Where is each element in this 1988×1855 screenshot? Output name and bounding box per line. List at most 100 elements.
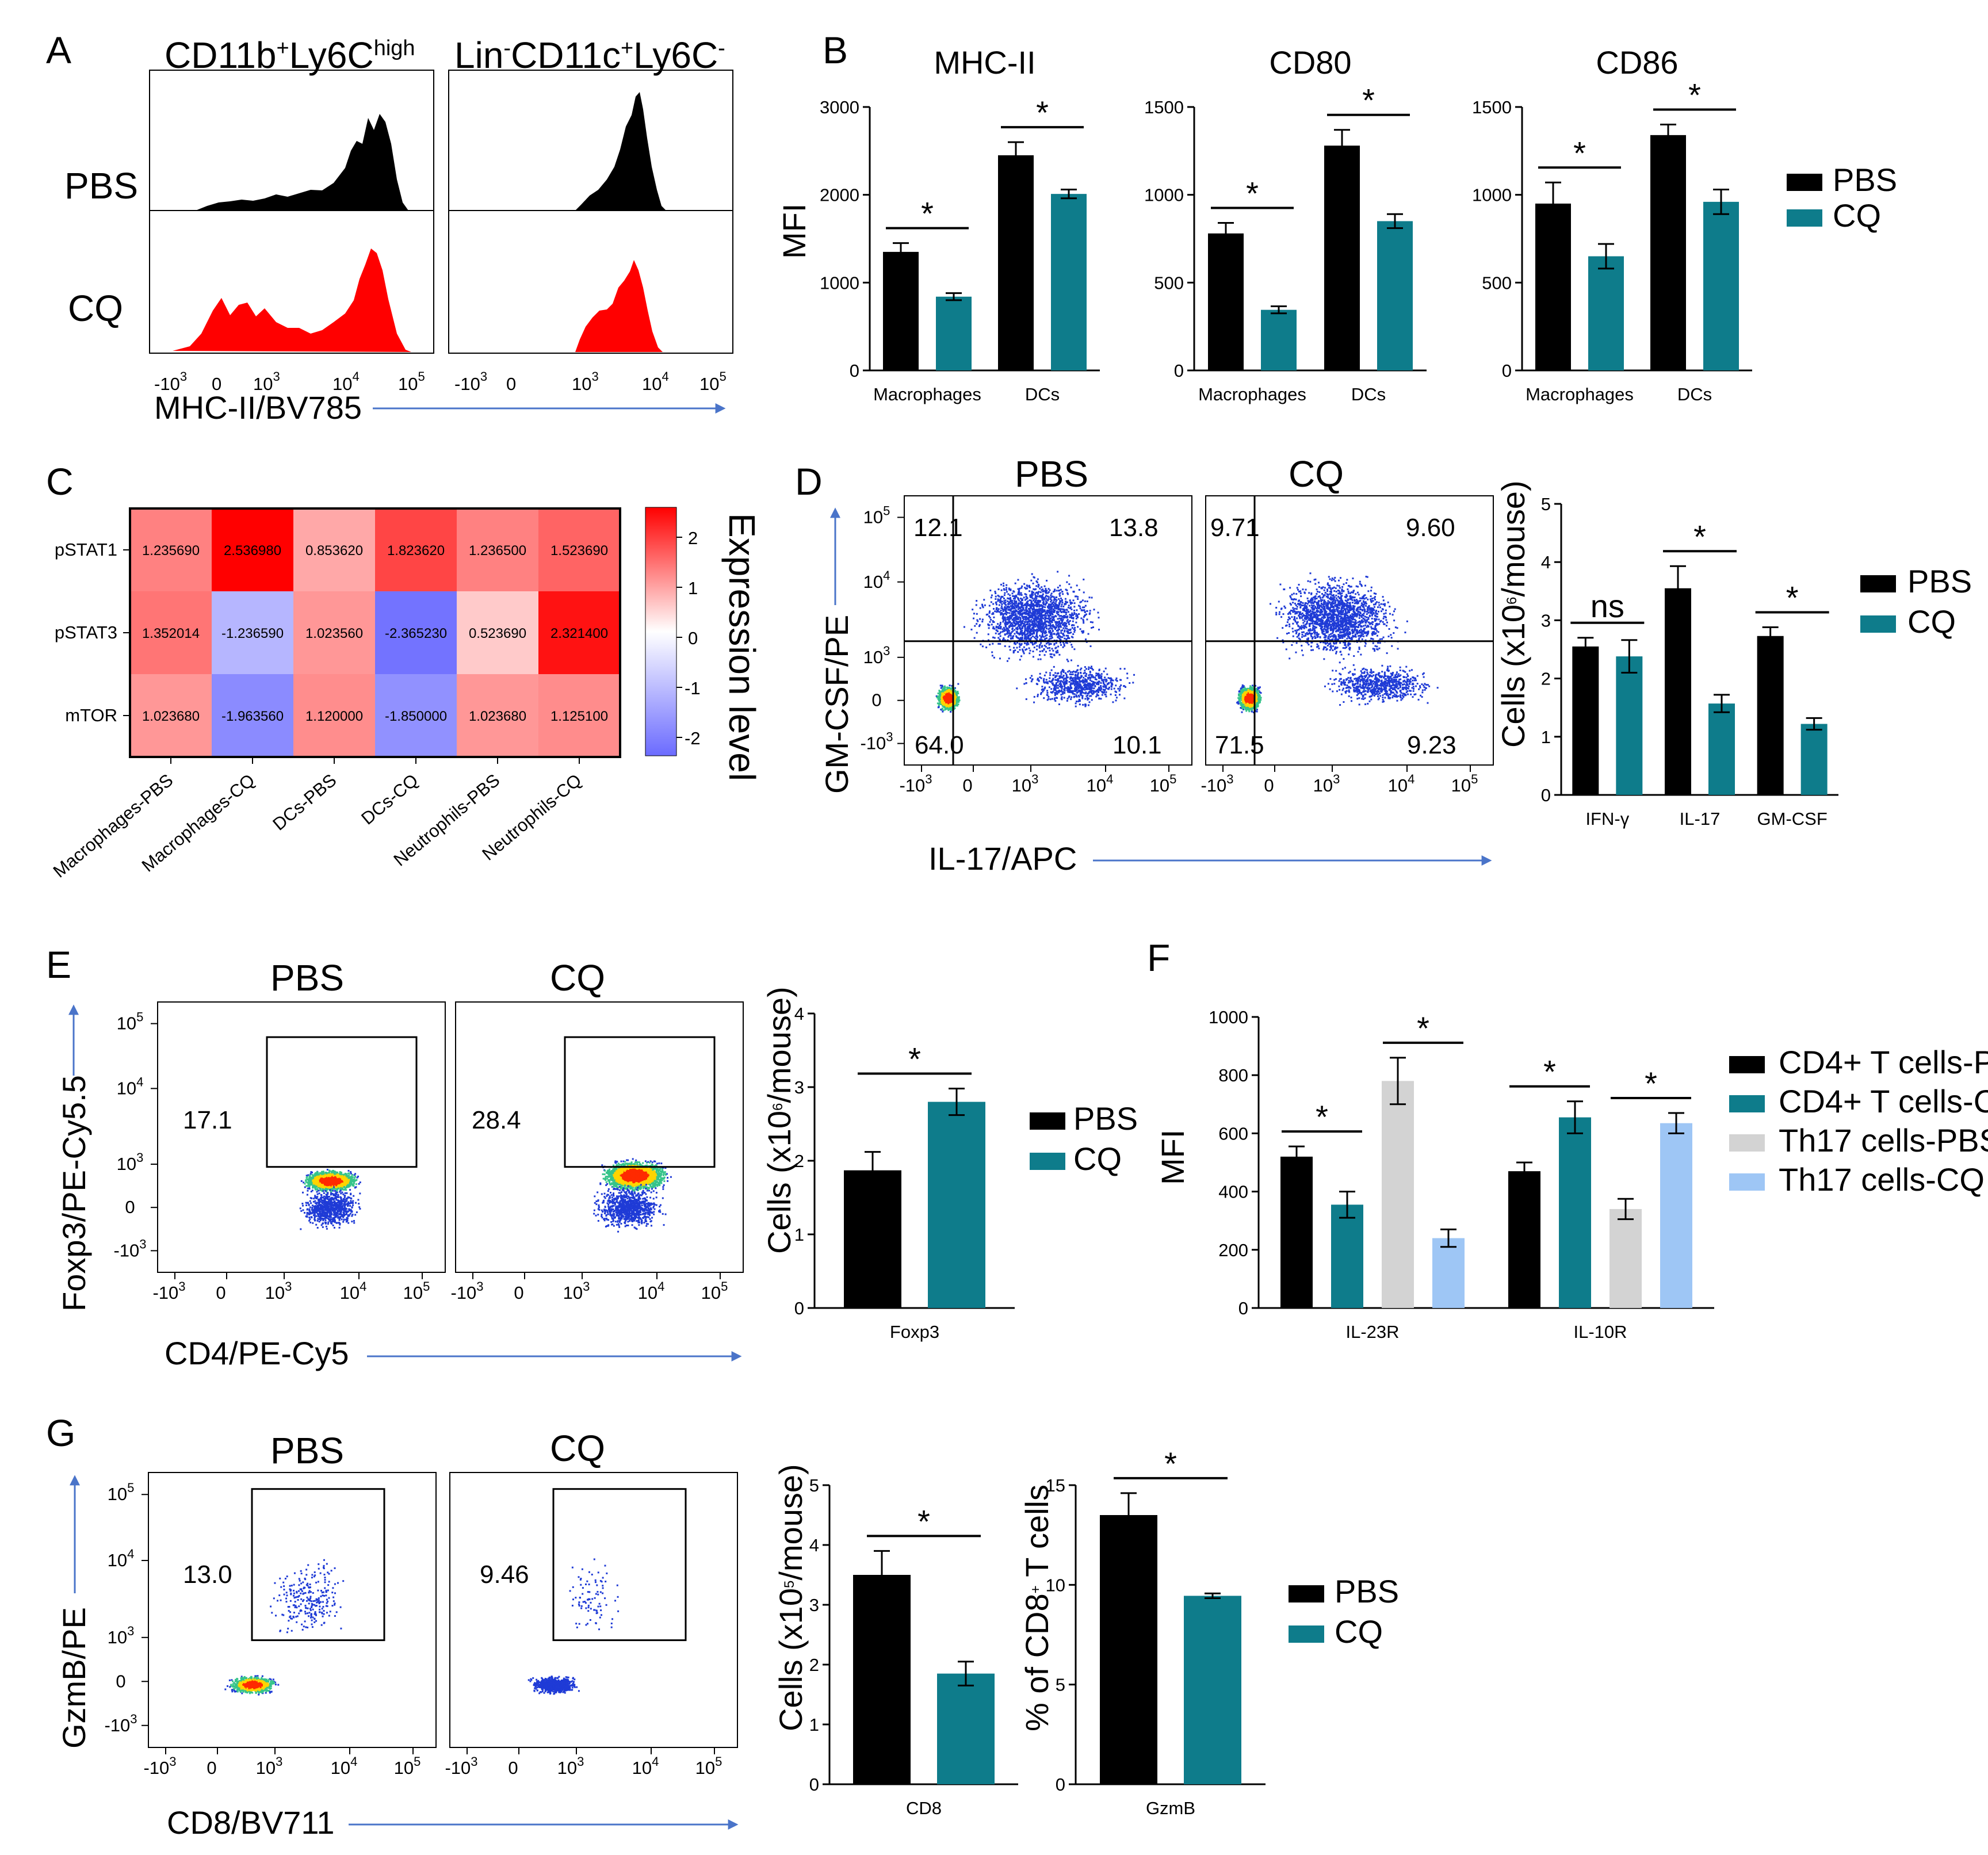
event-dot: [1088, 596, 1091, 599]
tick-label: 104: [642, 369, 669, 394]
event-dot: [1010, 601, 1012, 603]
event-dot: [1033, 618, 1035, 621]
panel-a-xaxis-label: MHC-II/BV785: [154, 389, 362, 426]
event-dot: [1045, 600, 1047, 602]
event-dot: [1029, 649, 1031, 652]
event-dot: [947, 697, 949, 699]
event-dot: [1098, 629, 1100, 631]
event-dot: [951, 708, 953, 710]
event-dot: [1113, 687, 1115, 690]
event-dot: [1055, 647, 1057, 649]
event-dot: [1037, 678, 1039, 680]
event-dot: [1073, 684, 1076, 686]
event-dot: [1098, 688, 1100, 690]
event-dot: [1058, 675, 1061, 678]
event-dot: [1042, 617, 1045, 619]
heatmap-cell: [130, 508, 212, 591]
event-dot: [1085, 638, 1087, 641]
event-dot: [1091, 621, 1094, 624]
event-dot: [1047, 621, 1050, 624]
event-dot: [1039, 608, 1041, 610]
event-dot: [1009, 609, 1011, 611]
event-dot: [1049, 674, 1052, 676]
event-dot: [1041, 650, 1043, 652]
event-dot: [1049, 622, 1052, 625]
event-dot: [1070, 586, 1072, 588]
event-dot: [993, 616, 995, 618]
event-dot: [1023, 623, 1025, 625]
event-dot: [1002, 621, 1004, 623]
event-dot: [1047, 611, 1049, 613]
event-dot: [1057, 571, 1059, 573]
event-dot: [1080, 690, 1082, 692]
heatmap-value: -1.236590: [221, 626, 284, 641]
event-dot: [1077, 664, 1079, 667]
event-dot: [1058, 628, 1061, 630]
event-dot: [1011, 627, 1014, 629]
event-dot: [1063, 622, 1065, 624]
event-dot: [1057, 611, 1060, 613]
event-dot: [1027, 636, 1030, 638]
event-dot: [999, 642, 1001, 645]
heatmap-value: 2.321400: [550, 626, 608, 641]
event-dot: [1066, 593, 1069, 595]
event-dot: [1081, 599, 1084, 602]
tick-label: 105: [398, 369, 425, 394]
event-dot: [1017, 598, 1019, 601]
event-dot: [1114, 690, 1117, 693]
event-dot: [1016, 604, 1018, 606]
event-dot: [1031, 608, 1034, 610]
event-dot: [992, 642, 994, 645]
event-dot: [1068, 575, 1071, 577]
event-dot: [1057, 645, 1060, 648]
event-dot: [1103, 682, 1105, 684]
event-dot: [1092, 684, 1094, 687]
event-dot: [1052, 679, 1054, 681]
event-dot: [996, 611, 998, 613]
event-dot: [1008, 606, 1011, 608]
significance-label: *: [1246, 175, 1259, 212]
event-dot: [1025, 611, 1027, 613]
colorbar-tick: -2: [685, 728, 701, 748]
event-dot: [1057, 607, 1060, 609]
event-dot: [975, 604, 977, 606]
event-dot: [1054, 607, 1056, 609]
event-dot: [1052, 649, 1054, 652]
event-dot: [1115, 677, 1118, 679]
event-dot: [1056, 633, 1058, 636]
heatmap-cell: [457, 591, 538, 674]
event-dot: [1024, 613, 1027, 615]
event-dot: [1069, 689, 1071, 691]
event-dot: [1060, 597, 1062, 599]
event-dot: [1068, 583, 1071, 586]
heatmap-value: 1.352014: [142, 626, 200, 641]
event-dot: [1053, 674, 1055, 676]
category-label: Macrophages: [873, 384, 981, 404]
event-dot: [1062, 675, 1065, 677]
event-dot: [942, 687, 944, 689]
event-dot: [1045, 592, 1047, 594]
event-dot: [1037, 583, 1039, 586]
y-tick-label: 105: [863, 503, 890, 527]
event-dot: [1051, 615, 1053, 618]
event-dot: [1043, 585, 1046, 587]
event-dot: [1011, 612, 1013, 614]
event-dot: [1089, 683, 1091, 685]
event-dot: [1045, 645, 1047, 648]
x-tick-label: -103: [899, 772, 932, 795]
event-dot: [1051, 613, 1053, 615]
event-dot: [976, 613, 978, 615]
event-dot: [1100, 698, 1102, 700]
event-dot: [1011, 592, 1014, 595]
event-dot: [1087, 677, 1089, 679]
event-dot: [942, 690, 945, 692]
event-dot: [1067, 660, 1069, 663]
event-dot: [1059, 592, 1061, 594]
event-dot: [1017, 593, 1019, 595]
event-dot: [1089, 679, 1091, 682]
event-dot: [1123, 668, 1126, 670]
event-dot: [1084, 600, 1086, 602]
y-tick-label: 0: [1502, 361, 1512, 381]
event-dot: [1071, 644, 1073, 646]
event-dot: [937, 693, 939, 695]
